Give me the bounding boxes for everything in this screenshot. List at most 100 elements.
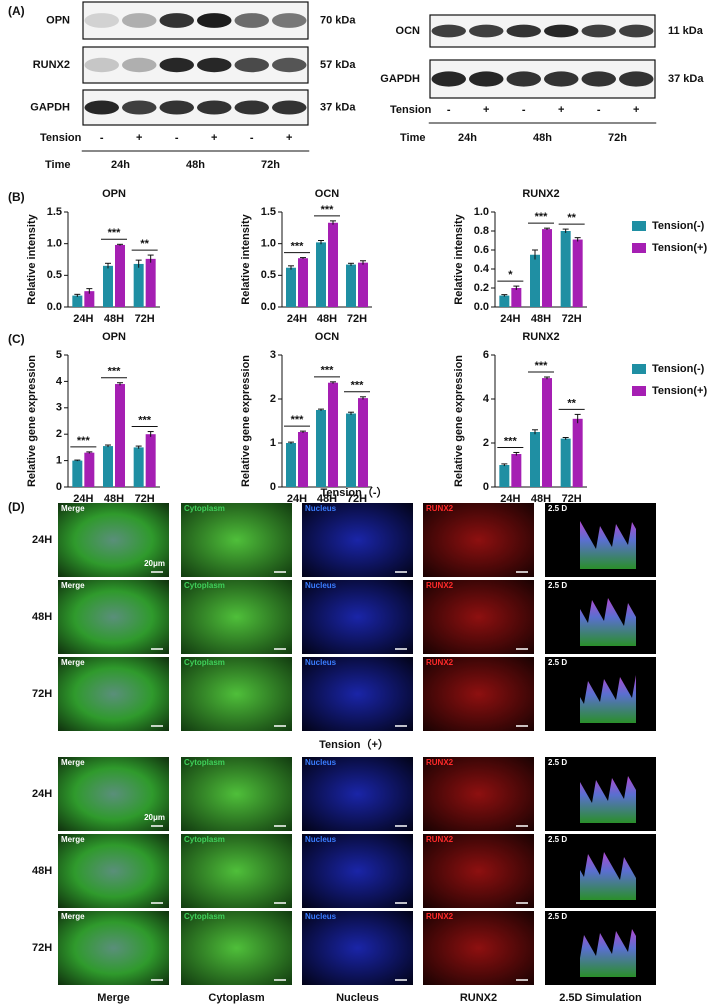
blot-band (544, 71, 579, 87)
significance-label: *** (535, 211, 549, 223)
bar (72, 295, 83, 307)
tile-label: RUNX2 (426, 835, 454, 844)
bar (530, 432, 540, 487)
tile-label: Nucleus (305, 504, 337, 513)
blot-band (234, 100, 269, 115)
tile-label: Cytoplasm (184, 835, 225, 844)
x-tick-label: 48H (531, 313, 551, 325)
row-label: 72H (32, 942, 52, 954)
blot-band (581, 24, 616, 38)
row-label: 48H (32, 865, 52, 877)
legend-swatch (632, 221, 646, 231)
micrograph (181, 580, 292, 654)
band-name: GAPDH (30, 101, 70, 113)
y-tick-label: 0.2 (474, 282, 489, 294)
time: 24h (458, 132, 477, 144)
legend-label: Tension(-) (652, 363, 705, 375)
error-bar (330, 381, 336, 384)
tension-sign: + (286, 132, 292, 144)
bar (84, 452, 95, 487)
bar (298, 258, 308, 307)
y-tick-label: 0.4 (474, 263, 490, 275)
y-tick-label: 3 (56, 402, 62, 414)
simulation-surface (580, 929, 636, 977)
error-bar (105, 444, 111, 448)
tile-label: Merge (61, 835, 85, 844)
band-name: RUNX2 (33, 59, 70, 71)
error-bar (288, 265, 294, 270)
legend-label: Tension(+) (652, 242, 707, 254)
row-label: 72H (32, 688, 52, 700)
bar (84, 291, 95, 307)
tension-label: Tension (390, 104, 432, 116)
band-size: 37 kDa (320, 101, 356, 113)
tile-label: RUNX2 (426, 912, 454, 921)
error-bar (348, 411, 354, 415)
blot-band (272, 57, 307, 73)
y-tick-label: 0.0 (47, 301, 62, 313)
error-bar (147, 431, 154, 437)
blot-band (431, 71, 466, 87)
tile-label: RUNX2 (426, 581, 454, 590)
band-name: OCN (396, 25, 421, 37)
error-bar (300, 257, 306, 259)
chart-title: RUNX2 (522, 188, 559, 200)
y-tick-label: 1 (56, 455, 62, 467)
band-name: OPN (46, 14, 70, 26)
micrograph (58, 911, 169, 985)
x-tick-label: 24H (500, 493, 520, 505)
blot-band (84, 57, 119, 73)
blot-band (272, 13, 307, 28)
bar (72, 460, 83, 487)
y-tick-label: 0.0 (474, 301, 489, 313)
bar (499, 295, 510, 307)
bar (298, 432, 308, 487)
blot-box (82, 46, 309, 84)
y-tick-label: 2 (483, 437, 489, 449)
significance-label: *** (108, 227, 122, 239)
tension-sign: + (633, 104, 639, 116)
tension-sign: + (211, 132, 217, 144)
blot-box (429, 59, 656, 99)
group-title: Tension（+） (319, 738, 389, 751)
tile-label: 2.5 D (548, 504, 567, 513)
tile-label: 2.5 D (548, 581, 567, 590)
blot-band (159, 57, 194, 73)
tile-label: Merge (61, 658, 85, 667)
time: 72h (261, 159, 280, 171)
error-bar (74, 293, 81, 297)
bar (115, 244, 125, 307)
tile-label: RUNX2 (426, 658, 454, 667)
legend-swatch (632, 243, 646, 253)
bar (133, 263, 144, 307)
micrograph (58, 580, 169, 654)
bar (103, 446, 113, 487)
tile-label: Nucleus (305, 835, 337, 844)
blot-band (469, 24, 504, 38)
bar (286, 443, 296, 487)
x-tick-label: 72H (135, 493, 155, 505)
micrograph (302, 580, 413, 654)
tile-label: 2.5 D (548, 758, 567, 767)
error-bar (117, 382, 123, 386)
y-tick-label: 1 (270, 437, 276, 449)
micrograph (423, 503, 534, 577)
bar (115, 384, 125, 487)
bar (133, 447, 144, 487)
x-tick-label: 72H (135, 313, 155, 325)
y-axis-label: Relative gene expression (453, 355, 465, 487)
y-tick-label: 3 (270, 349, 276, 361)
bar (346, 264, 356, 307)
blot-box (429, 14, 656, 48)
simulation-surface (580, 675, 636, 723)
significance-label: *** (321, 204, 335, 216)
tension-sign: + (483, 104, 489, 116)
tile-label: Cytoplasm (184, 912, 225, 921)
blot-band (197, 57, 232, 73)
bar (346, 413, 356, 487)
y-axis-label: Relative gene expression (26, 355, 38, 487)
blot-band (544, 24, 579, 38)
error-bar (501, 463, 508, 467)
chart-title: OPN (102, 188, 126, 200)
